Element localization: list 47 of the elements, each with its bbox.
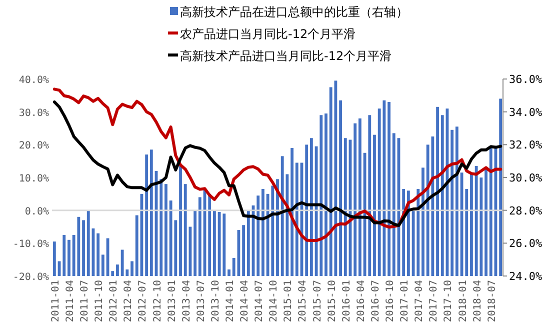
x-tick-label: 2014-10 [268,280,280,322]
y-tick-label: 10.0% [18,174,49,184]
line-series [52,100,502,227]
x-tick-label: 2011-01 [50,280,62,322]
y2-tick-label: 34.0% [509,106,542,119]
y2-tick-label: 36.0% [509,73,542,86]
x-tick-label: 2018-04 [472,280,484,322]
x-tick-label: 2013-10 [210,280,222,322]
x-tick-label: 2012-07 [138,280,149,322]
x-tick-label: 2016-04 [356,280,367,322]
x-tick-label: 2011-07 [80,280,91,322]
y-tick-label: 40.0% [18,75,49,86]
y-tick-label: -10.0% [12,239,49,250]
x-tick-label: 2012-04 [123,280,134,322]
x-tick-label: 2013-04 [181,280,192,322]
x-tick-label: 2013-07 [196,280,207,322]
y-tick-label: -20.0% [12,272,49,283]
x-tick-label: 2014-01 [225,280,236,322]
line-series [52,88,502,242]
x-tick-label: 2016-07 [370,280,382,322]
y2-tick-label: 28.0% [509,204,542,218]
x-tick-label: 2017-01 [400,280,411,322]
x-tick-label: 2015-04 [298,280,309,322]
x-tick-label: 2018-01 [458,280,469,322]
x-tick-label: 2016-10 [385,280,396,322]
y2-tick-label: 32.0% [509,138,542,152]
y2-tick-label: 26.0% [509,237,542,250]
x-tick-label: 2011-10 [94,280,106,322]
x-tick-label: 2017-07 [428,280,440,322]
x-tick-label: 2012-01 [108,280,120,322]
x-tick-label: 2014-07 [254,280,266,322]
y2-tick-label: 30.0% [509,172,542,184]
x-tick-label: 2017-04 [414,280,426,322]
y2-tick-label: 24.0% [509,270,542,283]
y-tick-label: 0.0% [24,206,49,218]
x-tick-label: 2011-04 [64,280,76,322]
x-tick-label: 2017-10 [443,280,454,322]
y-tick-label: 20.0% [18,140,49,152]
x-tick-label: 2015-07 [312,280,324,322]
y-tick-label: 30.0% [18,108,49,119]
x-tick-label: 2018-07 [486,280,498,322]
x-tick-label: 2015-10 [326,280,338,322]
x-tick-label: 2015-01 [283,280,294,322]
x-tick-label: 2016-01 [341,280,352,322]
x-tick-label: 2013-01 [166,280,178,322]
x-tick-label: 2014-04 [240,280,251,322]
x-tick-label: 2012-10 [152,280,164,322]
